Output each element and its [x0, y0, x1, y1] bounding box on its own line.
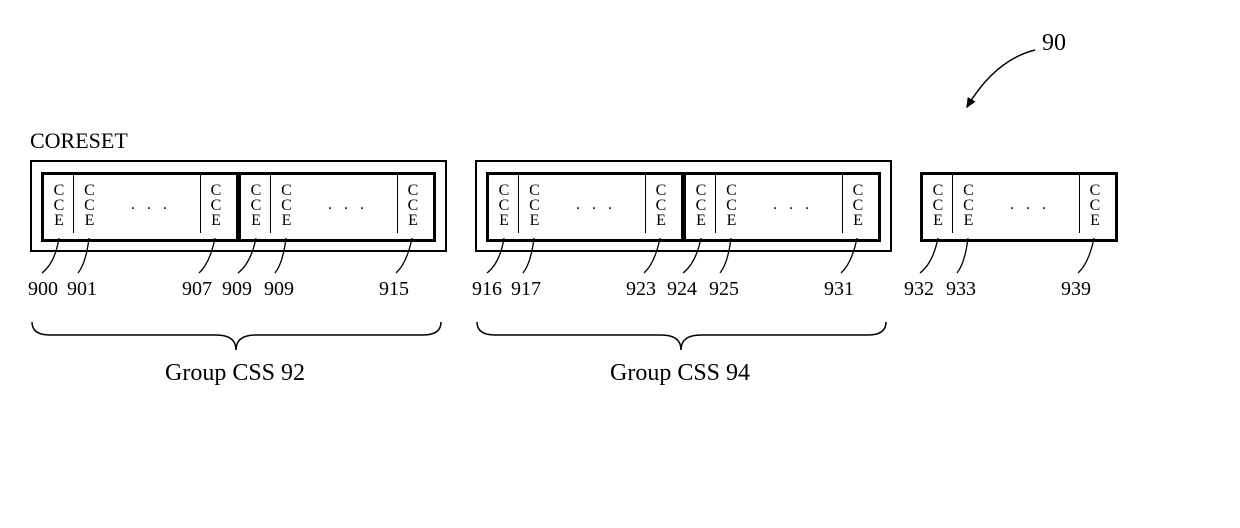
leader-925: [718, 238, 738, 278]
ref-900: 900: [28, 278, 58, 301]
leader-915: [394, 238, 414, 278]
leader-917: [521, 238, 541, 278]
ellipsis-94b: . . .: [768, 196, 818, 214]
leader-909b: [273, 238, 293, 278]
cce-939: CCE: [1079, 175, 1109, 233]
fig-pointer-arrow: [955, 45, 1045, 120]
cce-901: CCE: [74, 175, 104, 233]
group-label-94: Group CSS 94: [610, 360, 750, 387]
ref-907: 907: [182, 278, 212, 301]
leader-923: [642, 238, 662, 278]
cce-909b: CCE: [271, 175, 301, 233]
cce-925: CCE: [716, 175, 746, 233]
cce-915: CCE: [397, 175, 427, 233]
ellipsis-92b: . . .: [323, 196, 373, 214]
ref-924: 924: [667, 278, 697, 301]
ref-915: 915: [379, 278, 409, 301]
ellipsis-3: . . .: [1005, 196, 1055, 214]
leader-924: [681, 238, 706, 278]
leader-900: [40, 238, 65, 278]
cce-931: CCE: [842, 175, 872, 233]
leader-901: [76, 238, 96, 278]
cce-933: CCE: [953, 175, 983, 233]
leader-933: [955, 238, 975, 278]
ref-909b: 909: [264, 278, 294, 301]
ref-923: 923: [626, 278, 656, 301]
cce-924: CCE: [686, 175, 716, 233]
leader-939: [1076, 238, 1096, 278]
ref-933: 933: [946, 278, 976, 301]
ref-939: 939: [1061, 278, 1091, 301]
ref-909a: 909: [222, 278, 252, 301]
ref-916: 916: [472, 278, 502, 301]
leader-907: [197, 238, 217, 278]
ref-931: 931: [824, 278, 854, 301]
cce-917: CCE: [519, 175, 549, 233]
cce-916: CCE: [489, 175, 519, 233]
cce-909a: CCE: [241, 175, 271, 233]
cce-923: CCE: [645, 175, 675, 233]
ellipsis-94a: . . .: [571, 196, 621, 214]
leader-932: [918, 238, 943, 278]
ref-901: 901: [67, 278, 97, 301]
ellipsis-92a: . . .: [126, 196, 176, 214]
leader-931: [839, 238, 859, 278]
ref-917: 917: [511, 278, 541, 301]
ref-925: 925: [709, 278, 739, 301]
ref-932: 932: [904, 278, 934, 301]
brace-92: [30, 320, 443, 360]
brace-94: [475, 320, 888, 360]
cce-932: CCE: [923, 175, 953, 233]
figure-canvas: 90 CORESET CCE CCE . . . CCE CCE CCE . .…: [0, 0, 1240, 528]
cce-907: CCE: [200, 175, 230, 233]
group-label-92: Group CSS 92: [165, 360, 305, 387]
leader-916: [485, 238, 510, 278]
cce-900: CCE: [44, 175, 74, 233]
leader-909a: [236, 238, 261, 278]
figure-number: 90: [1042, 30, 1066, 57]
coreset-title: CORESET: [30, 128, 128, 154]
